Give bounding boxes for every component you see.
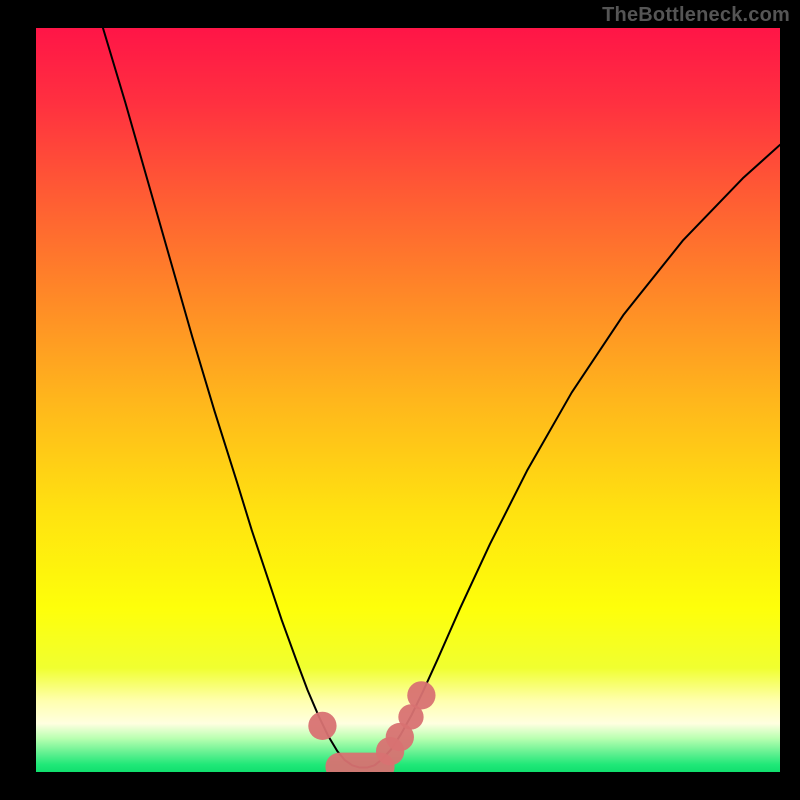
chart-background <box>36 28 780 772</box>
marker-dot <box>308 712 336 740</box>
watermark-text: TheBottleneck.com <box>602 4 790 27</box>
marker-dot <box>407 681 435 709</box>
plot-area <box>36 28 780 772</box>
chart-svg <box>36 28 780 772</box>
